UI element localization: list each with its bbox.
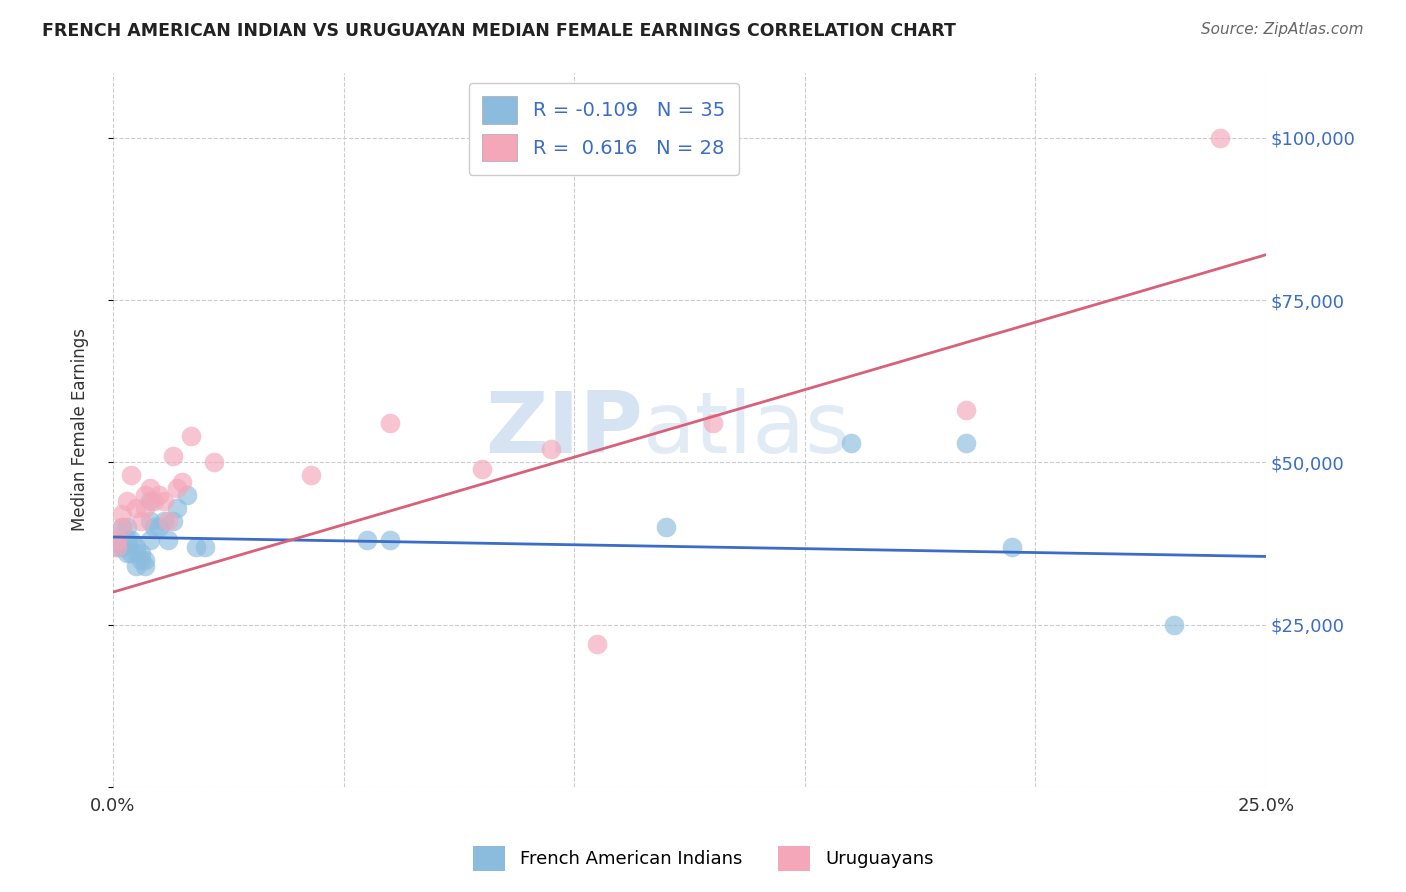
- Point: [176, 488, 198, 502]
- Text: atlas: atlas: [644, 388, 852, 471]
- Point: [139, 533, 162, 548]
- Legend: French American Indians, Uruguayans: French American Indians, Uruguayans: [465, 838, 941, 879]
- Point: [299, 468, 322, 483]
- Point: [143, 520, 166, 534]
- Point: [180, 429, 202, 443]
- Point: [115, 533, 138, 548]
- Point: [702, 417, 724, 431]
- Point: [184, 540, 207, 554]
- Text: FRENCH AMERICAN INDIAN VS URUGUAYAN MEDIAN FEMALE EARNINGS CORRELATION CHART: FRENCH AMERICAN INDIAN VS URUGUAYAN MEDI…: [42, 22, 956, 40]
- Point: [166, 481, 188, 495]
- Point: [107, 540, 129, 554]
- Point: [115, 546, 138, 560]
- Point: [115, 494, 138, 508]
- Point: [166, 500, 188, 515]
- Y-axis label: Median Female Earnings: Median Female Earnings: [72, 328, 89, 532]
- Point: [202, 455, 225, 469]
- Point: [586, 637, 609, 651]
- Point: [356, 533, 378, 548]
- Point: [152, 494, 174, 508]
- Point: [157, 533, 180, 548]
- Point: [839, 436, 862, 450]
- Point: [1001, 540, 1024, 554]
- Point: [1163, 617, 1185, 632]
- Point: [955, 436, 977, 450]
- Point: [111, 520, 134, 534]
- Point: [143, 494, 166, 508]
- Point: [378, 533, 401, 548]
- Point: [107, 533, 129, 548]
- Legend: R = -0.109   N = 35, R =  0.616   N = 28: R = -0.109 N = 35, R = 0.616 N = 28: [468, 83, 738, 175]
- Point: [134, 559, 156, 574]
- Point: [139, 481, 162, 495]
- Text: Source: ZipAtlas.com: Source: ZipAtlas.com: [1201, 22, 1364, 37]
- Point: [115, 520, 138, 534]
- Point: [540, 442, 562, 457]
- Point: [655, 520, 678, 534]
- Point: [120, 468, 142, 483]
- Point: [129, 546, 152, 560]
- Point: [111, 520, 134, 534]
- Point: [125, 559, 148, 574]
- Point: [955, 403, 977, 417]
- Point: [148, 488, 170, 502]
- Point: [139, 494, 162, 508]
- Point: [120, 533, 142, 548]
- Point: [134, 500, 156, 515]
- Point: [125, 546, 148, 560]
- Point: [134, 552, 156, 566]
- Point: [134, 488, 156, 502]
- Point: [139, 514, 162, 528]
- Point: [111, 508, 134, 522]
- Text: ZIP: ZIP: [485, 388, 644, 471]
- Point: [148, 520, 170, 534]
- Point: [125, 540, 148, 554]
- Point: [378, 417, 401, 431]
- Point: [170, 475, 193, 489]
- Point: [471, 462, 494, 476]
- Point: [120, 546, 142, 560]
- Point: [152, 514, 174, 528]
- Point: [125, 500, 148, 515]
- Point: [129, 514, 152, 528]
- Point: [111, 540, 134, 554]
- Point: [1209, 131, 1232, 145]
- Point: [107, 540, 129, 554]
- Point: [129, 552, 152, 566]
- Point: [162, 514, 184, 528]
- Point: [194, 540, 217, 554]
- Point: [162, 449, 184, 463]
- Point: [107, 533, 129, 548]
- Point: [157, 514, 180, 528]
